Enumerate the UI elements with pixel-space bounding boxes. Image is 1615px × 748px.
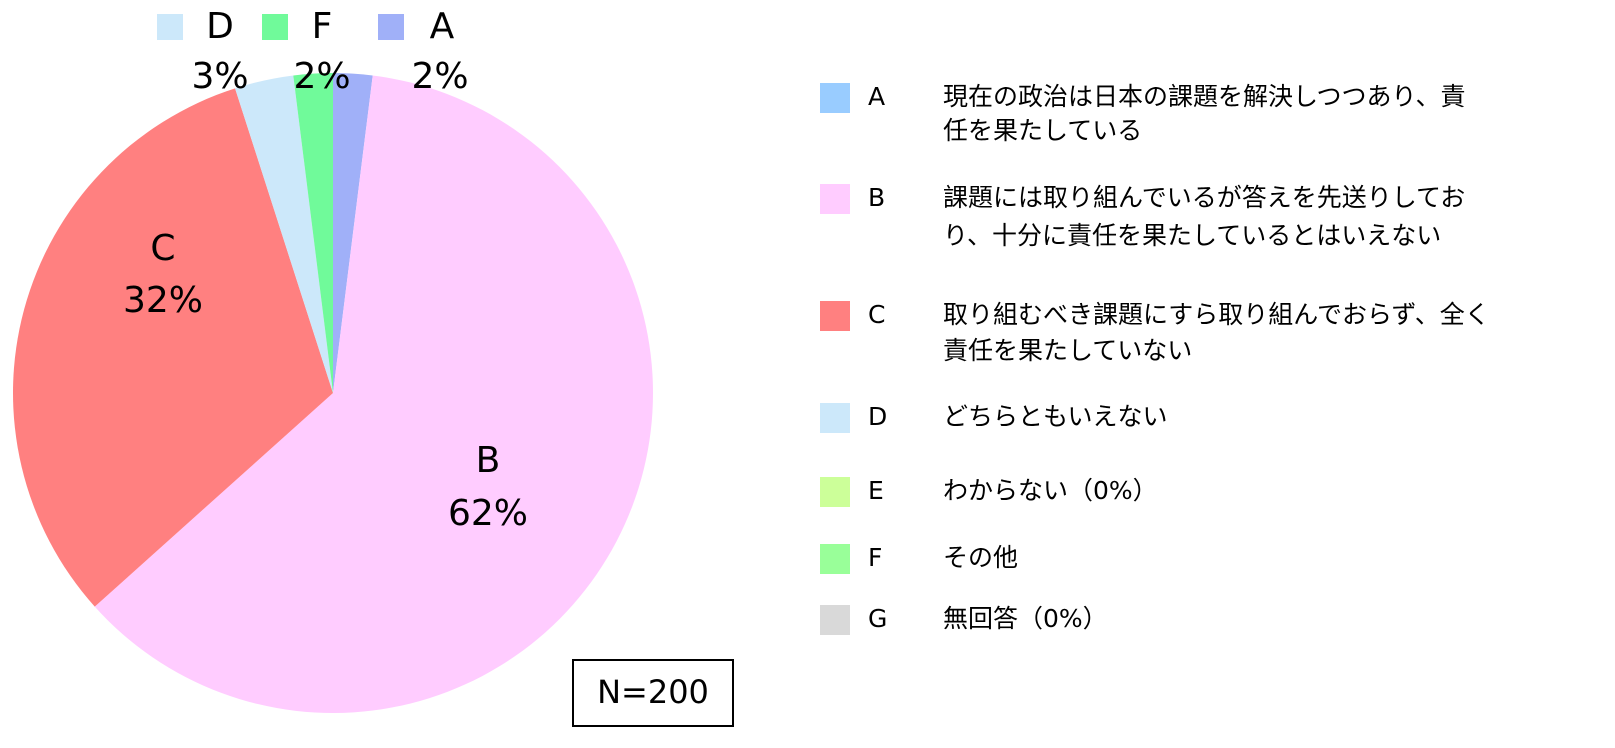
legend-key: F xyxy=(868,543,882,572)
slice-percent: 62% xyxy=(448,493,528,534)
legend-swatch xyxy=(820,403,850,433)
legend-key: C xyxy=(868,300,885,329)
legend-key: E xyxy=(868,476,884,505)
legend-key: D xyxy=(868,402,887,431)
slice-percent: 3% xyxy=(191,56,248,97)
sample-size-box xyxy=(572,659,734,727)
legend-swatch xyxy=(820,477,850,507)
legend-swatch xyxy=(820,83,850,113)
legend-description: 現在の政治は日本の課題を解決しつつあり、責 xyxy=(943,82,1466,111)
legend-description: 任を果たしている xyxy=(943,116,1142,145)
legend-swatch xyxy=(820,605,850,635)
legend-key: A xyxy=(868,82,885,111)
pie-slice xyxy=(333,73,373,393)
slice-name: B xyxy=(476,440,501,481)
legend-key: G xyxy=(868,604,887,633)
label-swatch xyxy=(262,14,288,40)
label-swatch xyxy=(157,14,183,40)
sample-size: N=200 xyxy=(597,673,709,711)
pie-slice xyxy=(13,88,333,607)
legend-description: 責任を果たしていない xyxy=(943,336,1192,365)
slice-name: C xyxy=(150,228,175,269)
label-swatch xyxy=(378,14,404,40)
legend-description: わからない（0%） xyxy=(943,476,1158,505)
legend-swatch xyxy=(820,544,850,574)
legend-description: 取り組むべき課題にすら取り組んでおらず、全く xyxy=(943,300,1490,329)
slice-name: D xyxy=(206,6,234,47)
legend-key: B xyxy=(868,183,885,212)
pie-slice xyxy=(235,75,333,394)
slice-name: F xyxy=(312,6,333,47)
slice-percent: 2% xyxy=(411,56,468,97)
legend-description: 課題には取り組んでいるが答えを先送りしてお xyxy=(943,183,1465,212)
legend-description: り、十分に責任を果たしているとはいえない xyxy=(943,221,1441,250)
legend-swatch xyxy=(820,301,850,331)
pie-slice xyxy=(293,73,333,393)
slice-percent: 2% xyxy=(293,56,350,97)
legend-description: 無回答（0%） xyxy=(943,604,1108,633)
legend-description: どちらともいえない xyxy=(943,402,1168,431)
legend-description: その他 xyxy=(943,543,1018,572)
legend-swatch xyxy=(820,184,850,214)
pie-slice xyxy=(94,75,654,714)
slice-percent: 32% xyxy=(123,280,203,321)
slice-name: A xyxy=(430,6,455,47)
